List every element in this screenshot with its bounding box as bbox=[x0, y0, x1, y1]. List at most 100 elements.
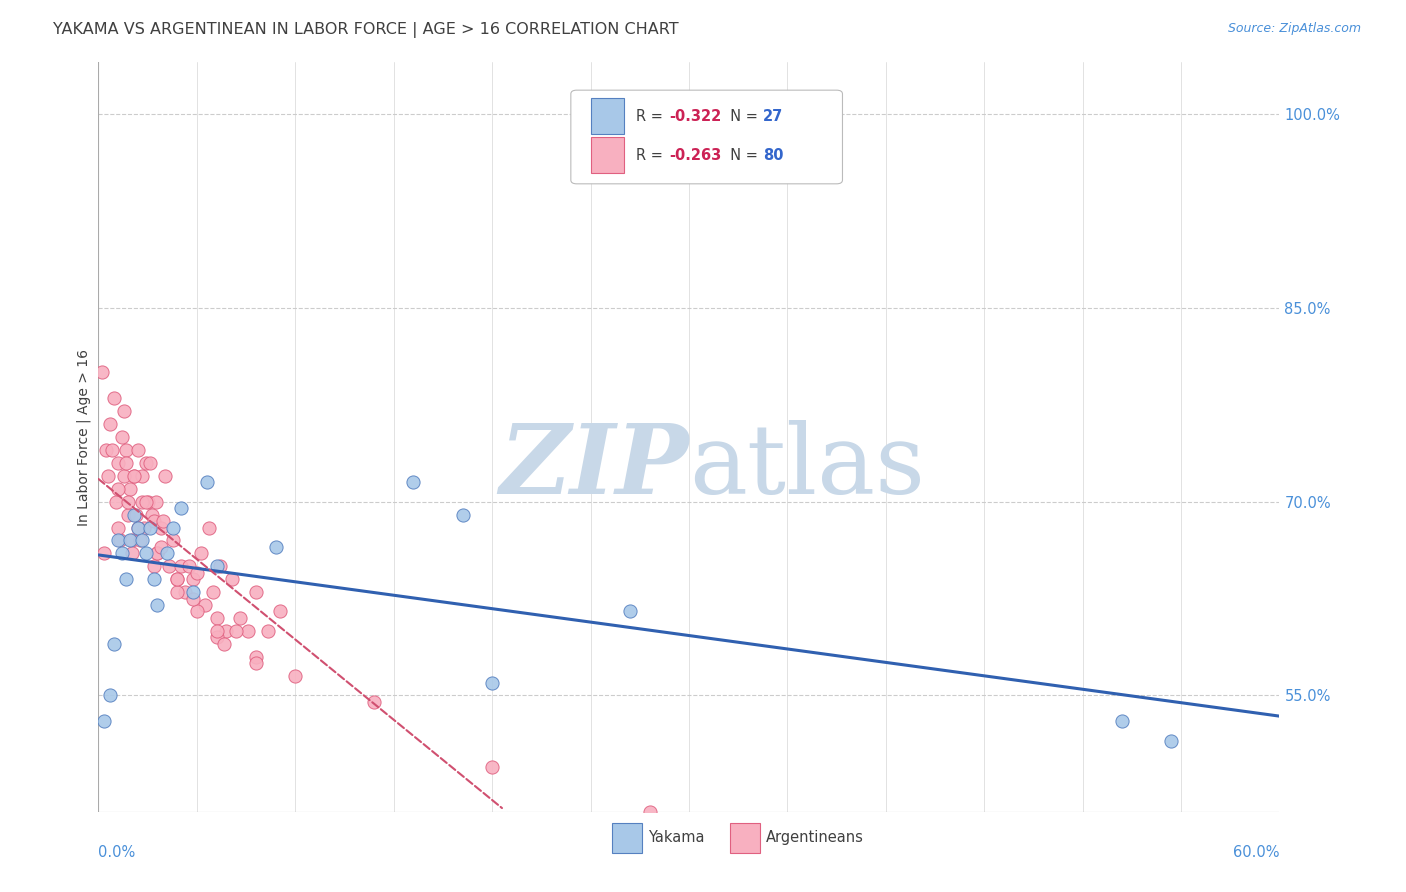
Point bbox=[112, 404, 135, 418]
Point bbox=[194, 598, 217, 612]
Point bbox=[186, 605, 208, 619]
Point bbox=[1160, 733, 1182, 747]
Point bbox=[111, 546, 134, 560]
Point bbox=[166, 585, 188, 599]
Point bbox=[245, 649, 267, 664]
Point bbox=[215, 624, 238, 638]
Point bbox=[122, 468, 145, 483]
Text: -0.263: -0.263 bbox=[669, 148, 721, 163]
Point bbox=[96, 442, 118, 457]
Point bbox=[112, 468, 135, 483]
Text: 60.0%: 60.0% bbox=[1233, 846, 1279, 861]
Text: 80: 80 bbox=[763, 148, 785, 163]
Point bbox=[150, 540, 173, 554]
Point bbox=[269, 605, 291, 619]
Point bbox=[141, 508, 163, 522]
Point bbox=[221, 572, 243, 586]
Point bbox=[98, 417, 121, 432]
Point bbox=[142, 559, 165, 574]
Text: Argentineans: Argentineans bbox=[766, 830, 863, 846]
Point bbox=[1111, 714, 1133, 729]
Point bbox=[138, 456, 160, 470]
Point bbox=[146, 546, 169, 560]
Point bbox=[127, 520, 149, 534]
Point bbox=[402, 475, 425, 490]
Point bbox=[132, 520, 155, 534]
Point bbox=[166, 572, 188, 586]
Point bbox=[181, 591, 204, 606]
Point bbox=[181, 572, 204, 586]
Point bbox=[138, 520, 160, 534]
Point bbox=[205, 611, 228, 625]
Point bbox=[121, 546, 143, 560]
Point bbox=[107, 533, 129, 548]
Text: Yakama: Yakama bbox=[648, 830, 704, 846]
Point bbox=[108, 533, 131, 548]
Point bbox=[135, 456, 157, 470]
Point bbox=[121, 533, 143, 548]
Point bbox=[131, 494, 153, 508]
Point bbox=[197, 520, 219, 534]
Point bbox=[97, 468, 120, 483]
Text: 27: 27 bbox=[763, 109, 783, 124]
FancyBboxPatch shape bbox=[571, 90, 842, 184]
Point bbox=[127, 442, 149, 457]
Point bbox=[284, 669, 307, 683]
Text: YAKAMA VS ARGENTINEAN IN LABOR FORCE | AGE > 16 CORRELATION CHART: YAKAMA VS ARGENTINEAN IN LABOR FORCE | A… bbox=[53, 22, 679, 38]
Point bbox=[107, 456, 129, 470]
Point bbox=[142, 572, 165, 586]
Point bbox=[103, 637, 125, 651]
Point bbox=[170, 501, 193, 516]
Point bbox=[115, 572, 138, 586]
Point bbox=[128, 533, 150, 548]
Point bbox=[145, 494, 167, 508]
Point bbox=[152, 514, 174, 528]
Point bbox=[105, 494, 128, 508]
Point bbox=[107, 520, 129, 534]
Point bbox=[205, 624, 228, 638]
Point bbox=[162, 533, 184, 548]
Text: 0.0%: 0.0% bbox=[98, 846, 135, 861]
Point bbox=[98, 689, 121, 703]
Point bbox=[170, 559, 193, 574]
Text: -0.322: -0.322 bbox=[669, 109, 721, 124]
Point bbox=[195, 475, 218, 490]
Point bbox=[125, 508, 148, 522]
Point bbox=[122, 508, 145, 522]
Point bbox=[190, 546, 212, 560]
Point bbox=[103, 392, 125, 406]
Point bbox=[118, 482, 141, 496]
Point bbox=[481, 759, 503, 773]
Point bbox=[91, 366, 114, 380]
FancyBboxPatch shape bbox=[591, 137, 624, 173]
Text: ZIP: ZIP bbox=[499, 420, 689, 514]
Point bbox=[115, 442, 138, 457]
Point bbox=[638, 805, 661, 819]
Point bbox=[186, 566, 208, 580]
Point bbox=[166, 572, 188, 586]
Point bbox=[619, 605, 641, 619]
Point bbox=[101, 442, 124, 457]
Point bbox=[135, 494, 157, 508]
FancyBboxPatch shape bbox=[730, 823, 759, 853]
Point bbox=[111, 430, 134, 444]
Point bbox=[214, 637, 236, 651]
Point bbox=[225, 624, 247, 638]
Point bbox=[146, 598, 169, 612]
Point bbox=[205, 559, 228, 574]
Text: R =: R = bbox=[636, 109, 668, 124]
Point bbox=[177, 559, 200, 574]
Point bbox=[117, 508, 139, 522]
Point bbox=[451, 508, 474, 522]
Point bbox=[131, 533, 153, 548]
Text: N =: N = bbox=[721, 109, 762, 124]
Point bbox=[115, 456, 138, 470]
Y-axis label: In Labor Force | Age > 16: In Labor Force | Age > 16 bbox=[77, 349, 91, 525]
Point bbox=[162, 520, 184, 534]
Point bbox=[245, 585, 267, 599]
Point bbox=[136, 494, 159, 508]
Point bbox=[256, 624, 278, 638]
Text: Source: ZipAtlas.com: Source: ZipAtlas.com bbox=[1227, 22, 1361, 36]
FancyBboxPatch shape bbox=[591, 98, 624, 135]
Point bbox=[157, 559, 180, 574]
